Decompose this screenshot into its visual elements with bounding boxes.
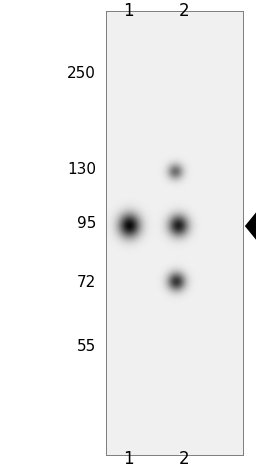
Text: 2: 2 bbox=[179, 450, 190, 468]
Text: 1: 1 bbox=[123, 2, 133, 20]
Text: 250: 250 bbox=[67, 65, 96, 81]
Text: 1: 1 bbox=[123, 450, 133, 468]
Text: 95: 95 bbox=[77, 216, 96, 231]
Polygon shape bbox=[246, 212, 256, 240]
Text: 130: 130 bbox=[67, 162, 96, 177]
Text: 72: 72 bbox=[77, 275, 96, 290]
Text: 55: 55 bbox=[77, 339, 96, 354]
Text: 2: 2 bbox=[179, 2, 190, 20]
